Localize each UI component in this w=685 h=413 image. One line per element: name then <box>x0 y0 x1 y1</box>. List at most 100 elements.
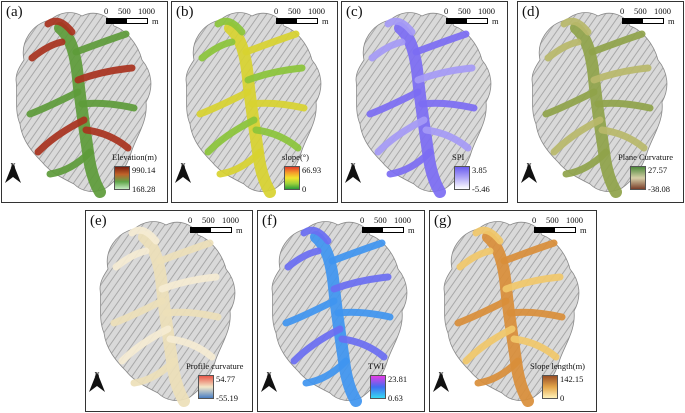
panel-label: (b) <box>176 4 194 20</box>
legend-max-value: 142.15 <box>560 374 584 384</box>
legend-max-value: 27.57 <box>648 165 668 175</box>
legend-min-value: 0.63 <box>388 393 403 403</box>
valley-band <box>422 126 472 152</box>
scale-unit: m <box>236 225 243 235</box>
scale-tick-1000: 1000 <box>654 6 671 16</box>
north-arrow: N <box>174 162 192 183</box>
legend-min-value: 0 <box>302 184 307 194</box>
valley-band <box>588 30 646 56</box>
panel-label: (f) <box>262 213 277 229</box>
valley-band <box>338 335 388 361</box>
legend-title: Elevation(m) <box>112 152 157 162</box>
legend-min-value: -5.46 <box>472 184 490 194</box>
panel-label: (g) <box>434 213 452 229</box>
scale-bar-graphic <box>106 18 148 24</box>
scale-unit: m <box>322 16 329 26</box>
valley-band <box>44 17 76 36</box>
scale-tick-1000: 1000 <box>566 215 583 225</box>
valley-band <box>594 99 654 112</box>
north-arrow-icon <box>89 372 105 392</box>
valley-band <box>78 99 138 112</box>
scale-unit: m <box>152 16 159 26</box>
legend-title: Profile curvature <box>186 361 244 371</box>
valley-band <box>26 88 82 118</box>
map-panel-c: (c) 0 500 1000 m N SPI 3.85 -5.46 <box>341 1 508 203</box>
map-drawing <box>99 221 236 407</box>
valley-band <box>244 64 306 84</box>
north-arrow: N <box>520 162 538 183</box>
valley-band <box>214 17 246 36</box>
scale-tick-0: 0 <box>188 215 193 225</box>
valley-band <box>412 30 470 56</box>
valley-band <box>474 357 522 387</box>
legend-color-ramp <box>284 166 300 190</box>
map-drawing <box>15 12 152 198</box>
north-arrow: N <box>432 371 450 392</box>
valley-band <box>252 126 302 152</box>
scale-tick-500: 500 <box>458 6 471 16</box>
valley-band <box>472 226 504 245</box>
valley-band <box>368 38 406 62</box>
valley-band <box>74 64 136 84</box>
scale-tick-500: 500 <box>634 6 647 16</box>
valley-band <box>248 99 308 112</box>
valley-band <box>366 88 422 118</box>
scale-unit: m <box>492 16 499 26</box>
legend-title: Slope length(m) <box>530 361 586 371</box>
legend-min-value: 168.28 <box>132 184 156 194</box>
map-drawing <box>271 221 408 407</box>
valley-band <box>454 297 510 327</box>
panel-label: (d) <box>522 4 540 20</box>
scale-tick-500: 500 <box>546 215 559 225</box>
legend-max-value: 23.81 <box>388 374 408 384</box>
legend-title: slope(°) <box>282 152 310 162</box>
valley-band <box>46 148 94 178</box>
north-arrow: N <box>88 371 106 392</box>
valley-band <box>560 17 592 36</box>
valley-band <box>72 30 130 56</box>
legend-title: SPI <box>452 152 465 162</box>
valley-band <box>34 116 88 156</box>
valley-band <box>590 64 652 84</box>
legend-max-value: 3.85 <box>472 165 487 175</box>
map-panel-b: (b) 0 500 1000 m N slope(°) 66.93 0 <box>171 1 338 203</box>
valley-band <box>328 239 386 265</box>
valley-band <box>510 335 560 361</box>
legend-max-value: 54.77 <box>216 374 236 384</box>
valley-band <box>302 357 350 387</box>
legend-color-ramp <box>198 375 214 399</box>
legend-title: TWI <box>368 361 385 371</box>
scale-tick-0: 0 <box>444 6 449 16</box>
valley-band <box>462 325 516 365</box>
scale-tick-1000: 1000 <box>478 6 495 16</box>
map-panel-a: (a) 0 500 1000 m N Elevation(m) 990.14 168.… <box>1 1 168 203</box>
north-arrow-icon <box>261 372 277 392</box>
scale-unit: m <box>580 225 587 235</box>
valley-band <box>502 273 564 293</box>
legend-color-ramp <box>370 375 386 399</box>
scale-tick-1000: 1000 <box>394 215 411 225</box>
legend-min-value: 0 <box>560 393 565 403</box>
north-arrow-icon <box>175 163 191 183</box>
valley-band <box>330 273 392 293</box>
valley-band <box>598 126 648 152</box>
north-arrow-icon <box>521 163 537 183</box>
valley-band <box>196 88 252 118</box>
scale-tick-500: 500 <box>118 6 131 16</box>
valley-band <box>118 325 172 365</box>
valley-band <box>544 38 582 62</box>
north-arrow-icon <box>433 372 449 392</box>
valley-band <box>82 126 132 152</box>
north-arrow: N <box>344 162 362 183</box>
valley-band <box>550 116 604 156</box>
valley-band <box>166 335 216 361</box>
panel-label: (c) <box>346 4 363 20</box>
valley-band <box>112 247 150 271</box>
scale-bar-graphic <box>276 18 318 24</box>
map-panel-d: (d) 0 500 1000 m N Plane Curvature 27.57 -3… <box>517 1 684 203</box>
map-panel-g: (g) 0 500 1000 m N Slope length(m) 142.15 0 <box>429 210 597 412</box>
map-drawing <box>185 12 322 198</box>
scale-bar-graphic <box>362 227 404 233</box>
map-drawing <box>531 12 668 198</box>
valley-band <box>300 226 332 245</box>
